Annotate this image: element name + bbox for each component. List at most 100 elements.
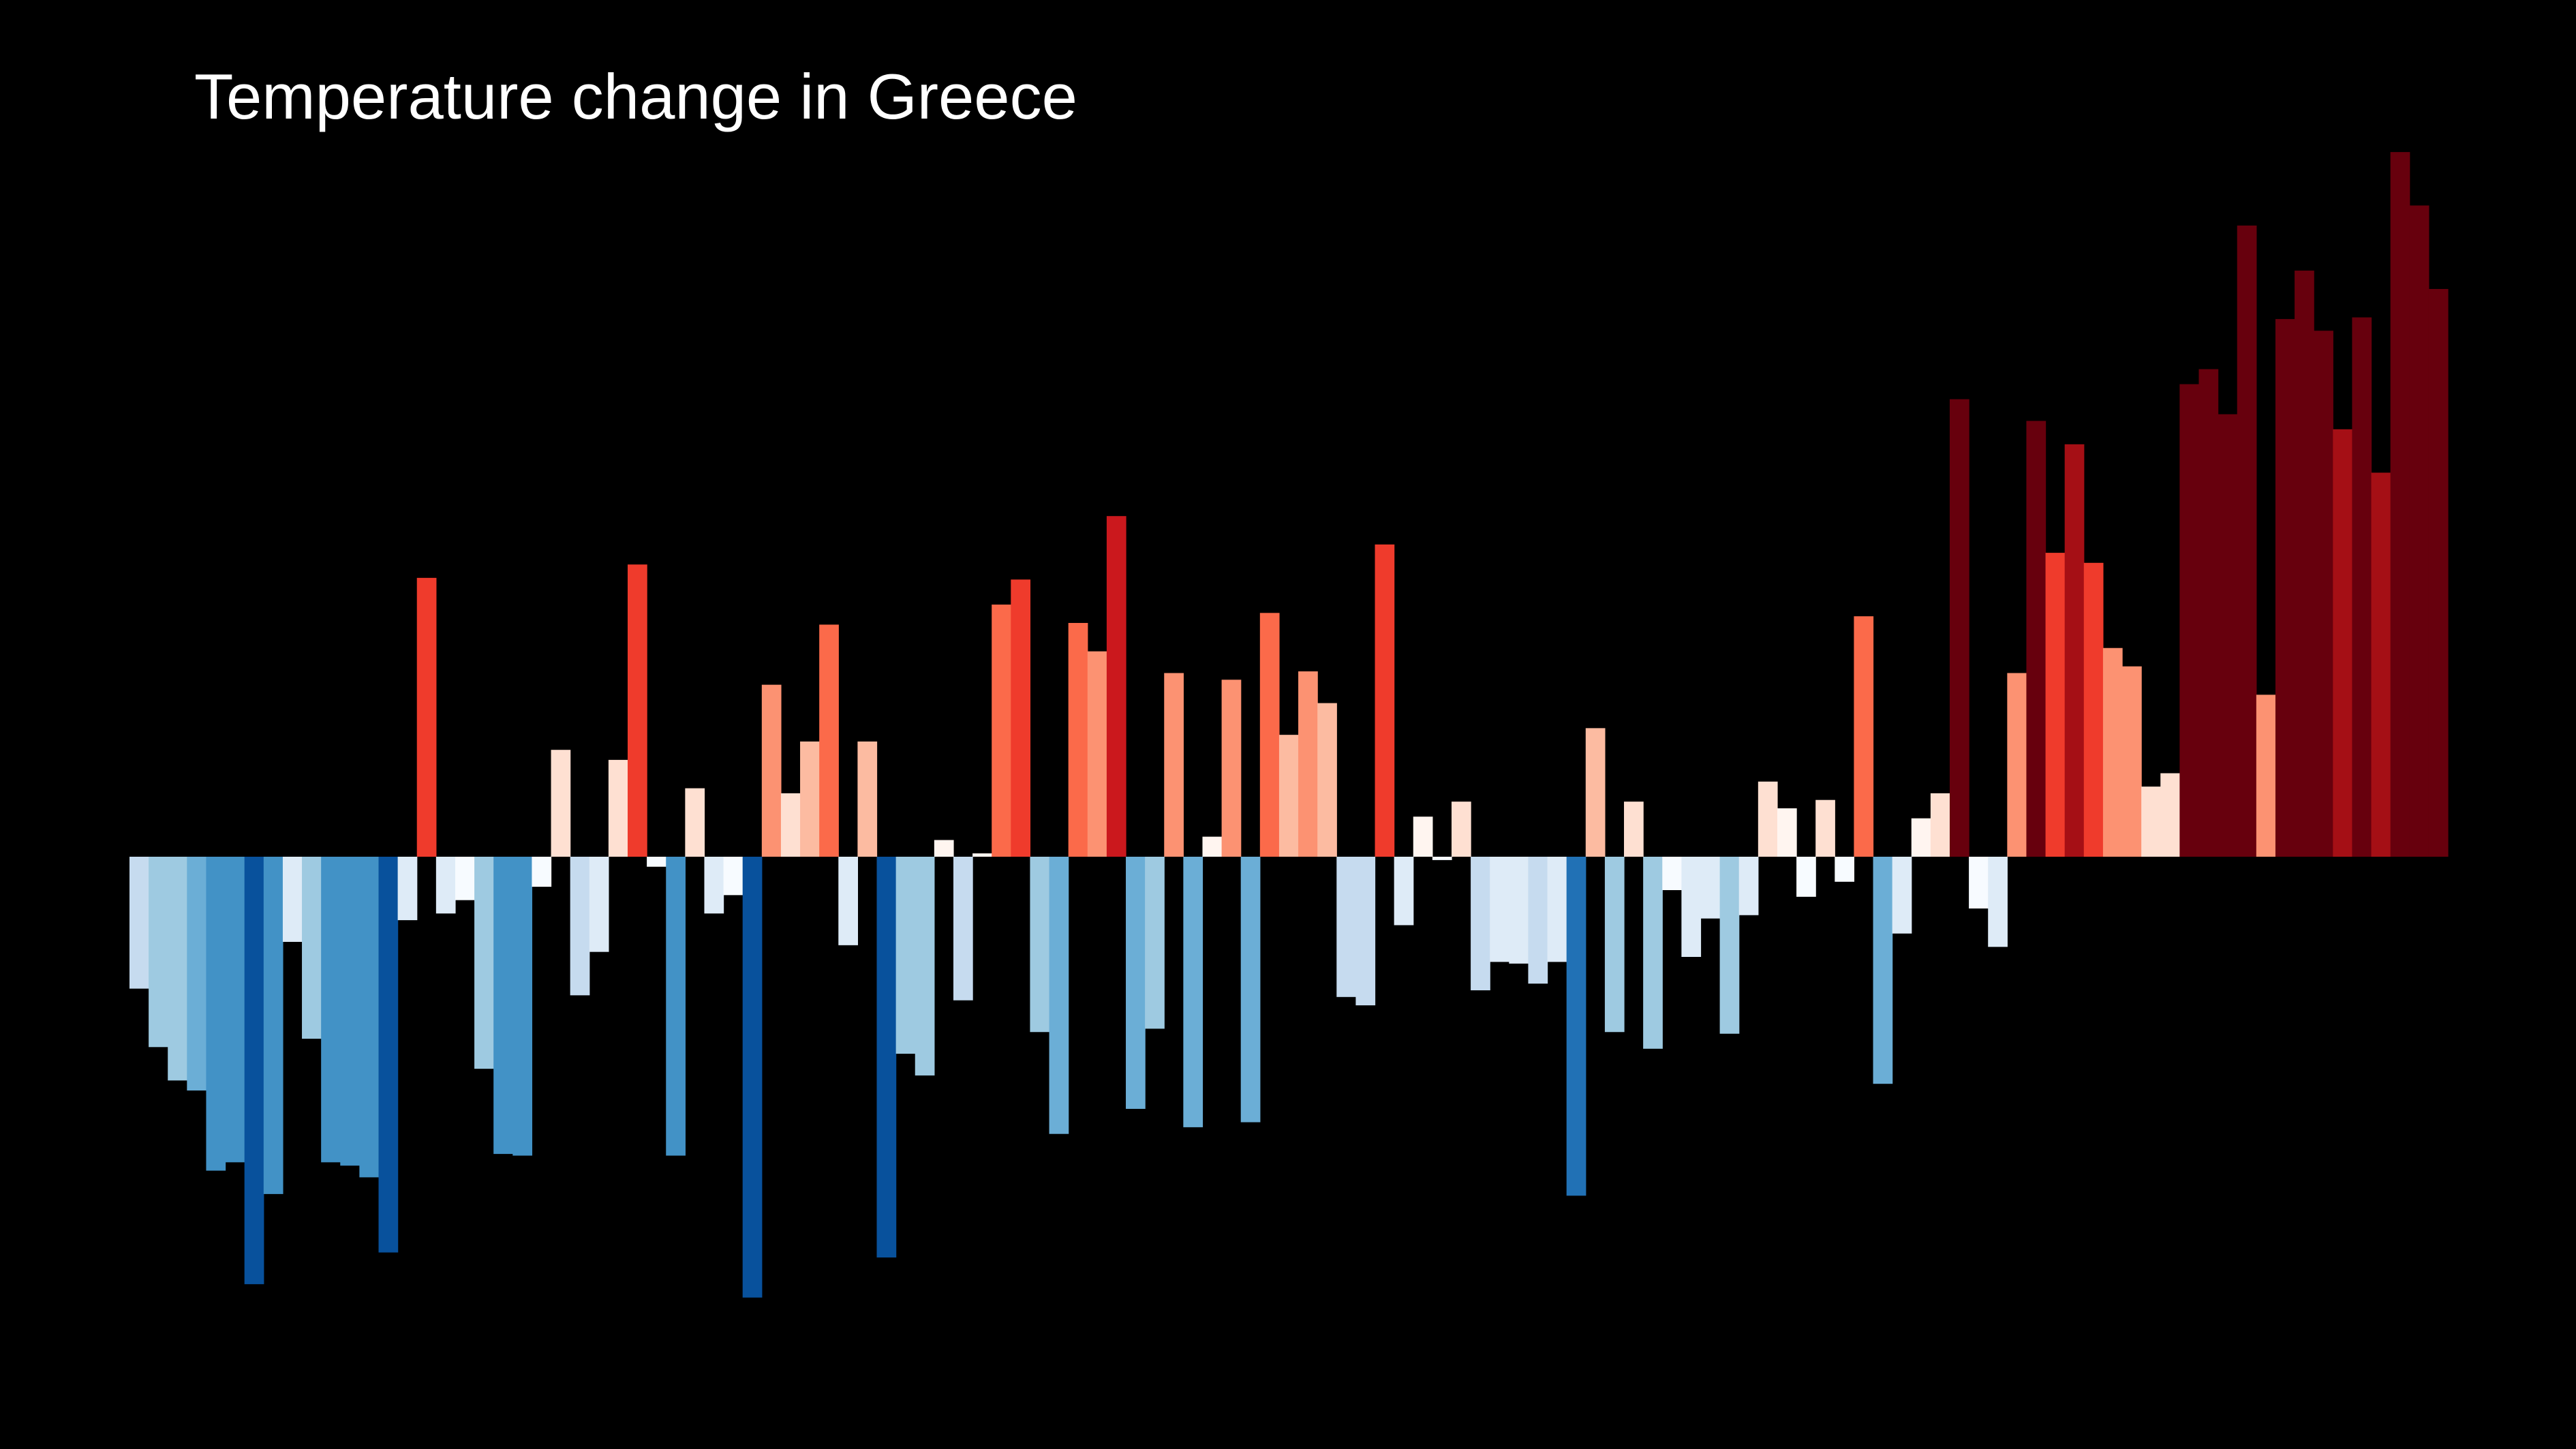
bar-11 <box>321 857 341 1163</box>
bar-39 <box>857 741 878 857</box>
bar-121 <box>2428 289 2449 857</box>
bar-76 <box>1566 857 1586 1196</box>
bar-61 <box>1278 735 1299 857</box>
bar-20 <box>493 857 513 1155</box>
bar-63 <box>1317 703 1337 857</box>
bar-18 <box>455 857 475 900</box>
bar-3 <box>168 857 187 1081</box>
bar-14 <box>378 857 399 1253</box>
bar-46 <box>992 605 1011 857</box>
bar-12 <box>340 857 360 1166</box>
bar-94 <box>1911 818 1931 857</box>
bar-9 <box>282 857 303 942</box>
bar-116 <box>2333 429 2353 857</box>
bar-85 <box>1738 857 1759 915</box>
bar-1 <box>129 857 149 989</box>
bar-40 <box>876 857 897 1257</box>
bar-43 <box>934 840 954 857</box>
bar-67 <box>1394 857 1414 926</box>
bar-101 <box>2045 553 2066 857</box>
bar-30 <box>685 788 705 857</box>
bar-25 <box>589 857 609 952</box>
bar-31 <box>704 857 724 914</box>
bar-47 <box>1011 579 1031 857</box>
bar-13 <box>359 857 380 1178</box>
bar-115 <box>2314 331 2333 857</box>
bar-90 <box>1835 857 1855 882</box>
bar-78 <box>1604 857 1625 1033</box>
bar-82 <box>1681 857 1702 957</box>
bar-65 <box>1355 857 1376 1006</box>
bar-117 <box>2352 317 2372 857</box>
bar-108 <box>2179 384 2200 857</box>
bar-42 <box>915 857 935 1076</box>
bar-71 <box>1471 857 1490 990</box>
bar-38 <box>838 857 858 945</box>
bar-53 <box>1126 857 1146 1109</box>
bar-87 <box>1777 808 1797 857</box>
bar-113 <box>2275 319 2295 857</box>
bar-54 <box>1145 857 1165 1029</box>
bar-37 <box>819 624 839 857</box>
bar-111 <box>2237 225 2257 857</box>
bar-44 <box>953 857 973 1001</box>
bar-66 <box>1375 544 1395 857</box>
bar-29 <box>666 857 686 1156</box>
bar-88 <box>1796 857 1816 897</box>
bar-58 <box>1221 680 1242 857</box>
bar-55 <box>1164 673 1184 857</box>
bar-27 <box>628 564 647 857</box>
bar-59 <box>1240 857 1261 1123</box>
bar-89 <box>1815 799 1835 857</box>
bar-28 <box>647 857 666 867</box>
chart-title: Temperature change in Greece <box>194 61 1077 132</box>
bar-33 <box>742 857 763 1298</box>
bar-114 <box>2295 271 2314 857</box>
bar-86 <box>1758 781 1778 857</box>
bar-103 <box>2083 562 2104 857</box>
bar-68 <box>1413 817 1433 857</box>
bar-22 <box>532 857 552 887</box>
bar-15 <box>397 857 418 921</box>
bar-49 <box>1049 857 1069 1134</box>
bar-106 <box>2141 787 2161 857</box>
bar-8 <box>263 857 283 1194</box>
bars-group <box>129 152 2449 1298</box>
bar-60 <box>1259 613 1280 857</box>
bar-81 <box>1662 857 1682 890</box>
bar-57 <box>1202 836 1223 857</box>
bar-4 <box>187 857 207 1090</box>
bar-23 <box>551 750 571 857</box>
bar-92 <box>1873 857 1893 1084</box>
bar-69 <box>1432 857 1452 860</box>
bar-51 <box>1087 651 1107 857</box>
bar-119 <box>2390 152 2410 857</box>
bar-120 <box>2409 205 2429 857</box>
bar-99 <box>2007 673 2027 857</box>
bar-80 <box>1643 857 1663 1049</box>
bar-83 <box>1700 857 1721 919</box>
bar-95 <box>1930 793 1950 857</box>
bar-7 <box>244 857 264 1285</box>
bar-118 <box>2371 472 2391 857</box>
bar-72 <box>1490 857 1509 962</box>
bar-21 <box>512 857 533 1156</box>
bar-96 <box>1949 399 1969 857</box>
bar-36 <box>800 741 820 857</box>
bar-26 <box>608 759 628 857</box>
bar-79 <box>1624 802 1644 857</box>
bar-100 <box>2026 421 2046 857</box>
bar-105 <box>2122 666 2142 857</box>
bar-104 <box>2102 647 2123 857</box>
bar-50 <box>1068 623 1088 857</box>
bar-35 <box>780 793 801 857</box>
bar-52 <box>1106 516 1126 857</box>
bar-98 <box>1988 857 2008 947</box>
bar-91 <box>1854 616 1874 857</box>
bar-56 <box>1183 857 1203 1127</box>
bar-75 <box>1547 857 1567 962</box>
bar-6 <box>225 857 245 1163</box>
bar-64 <box>1336 857 1357 997</box>
bar-62 <box>1298 671 1318 857</box>
